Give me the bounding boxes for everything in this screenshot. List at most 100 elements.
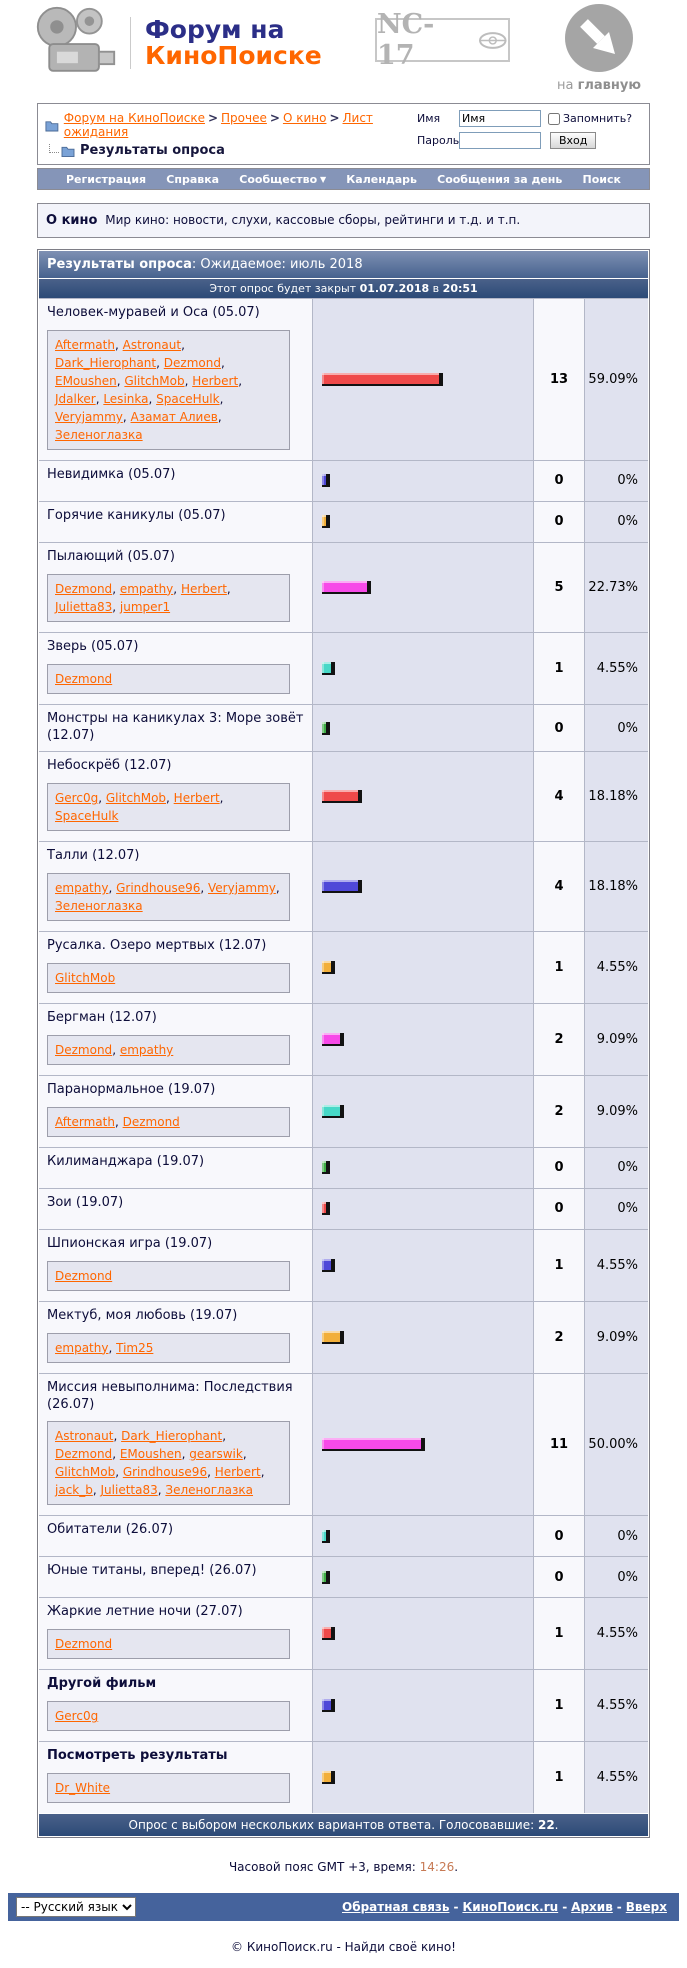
poll-result-bar <box>322 1202 330 1216</box>
voter-link[interactable]: empathy <box>119 581 174 596</box>
voter-link[interactable]: GlitchMob <box>105 791 167 806</box>
voter-link[interactable]: Herbert <box>173 791 220 806</box>
site-title-line1: Форум на <box>145 14 285 44</box>
voter-link[interactable]: gearswik <box>189 1447 243 1462</box>
remember-checkbox[interactable] <box>548 112 560 125</box>
voter-link[interactable]: empathy <box>55 1340 109 1355</box>
voter-link[interactable]: Dezmond <box>55 1268 113 1283</box>
voter-link[interactable]: Herbert <box>192 373 239 388</box>
poll-option-title: Русалка. Озеро мертвых (12.07) <box>47 938 267 954</box>
voter-link[interactable]: SpaceHulk <box>156 391 220 406</box>
remember-label: Запомнить? <box>563 112 633 125</box>
poll-vote-percent: 18.18% <box>585 842 648 932</box>
poll-option-title: Талли (12.07) <box>47 848 140 864</box>
nav-item-сообщения-за-день[interactable]: Сообщения за день <box>437 172 563 186</box>
rating-badge-text: NC-17 <box>377 9 435 71</box>
camera-logo-icon <box>36 6 116 72</box>
voter-link[interactable]: Herbert <box>214 1465 261 1480</box>
voter-link[interactable]: Gerc0g <box>55 791 99 806</box>
breadcrumb-link[interactable]: Прочее <box>221 111 267 125</box>
voter-link[interactable]: Jdalker <box>55 391 96 406</box>
voter-link[interactable]: Dezmond <box>122 1114 180 1129</box>
voter-link[interactable]: Astronaut <box>55 1429 114 1444</box>
poll-result-bar <box>322 1258 335 1272</box>
voter-link[interactable]: EMoushen <box>119 1447 182 1462</box>
voter-link[interactable]: Dezmond <box>55 1637 113 1652</box>
voter-link[interactable]: jack_b <box>55 1483 93 1498</box>
poll-bar-cell <box>313 842 534 932</box>
poll-vote-count: 4 <box>534 842 585 932</box>
site-logo-link[interactable]: Форум на КиноПоиске <box>28 4 322 88</box>
poll-option-title: Килиманджара (19.07) <box>47 1153 205 1169</box>
voter-link[interactable]: Dezmond <box>163 355 221 370</box>
voter-link[interactable]: Dezmond <box>55 581 113 596</box>
voter-link[interactable]: Dark_Hierophant <box>55 355 157 370</box>
poll-voters-box: Dr_White <box>47 1773 290 1804</box>
poll-option-row: Невидимка (05.07) 0 0% <box>39 459 648 501</box>
voter-link[interactable]: Dezmond <box>55 671 113 686</box>
poll-option-cell: Миссия невыполнима: Последствия (26.07) A… <box>39 1373 313 1516</box>
poll-option-cell: Горячие каникулы (05.07) <box>39 501 313 542</box>
voter-link[interactable]: Julietta83 <box>100 1483 158 1498</box>
breadcrumb-link[interactable]: О кино <box>282 111 327 125</box>
voter-link[interactable]: Gerc0g <box>55 1709 99 1724</box>
voter-link[interactable]: jumper1 <box>119 599 171 614</box>
forum-name-link[interactable]: О кино <box>46 213 98 228</box>
voter-link[interactable]: Dezmond <box>55 1447 113 1462</box>
poll-vote-count: 0 <box>534 501 585 542</box>
poll-vote-count: 2 <box>534 1301 585 1373</box>
name-input[interactable] <box>459 110 541 127</box>
voter-link[interactable]: Tim25 <box>116 1340 154 1355</box>
voter-link[interactable]: Dezmond <box>55 1043 113 1058</box>
breadcrumb-link[interactable]: Лист ожидания <box>63 111 373 139</box>
voter-link[interactable]: Dr_White <box>55 1781 111 1796</box>
nav-item-регистрация[interactable]: Регистрация <box>66 172 147 186</box>
nav-item-сообщество[interactable]: Сообщество ▼ <box>239 172 327 186</box>
poll-vote-count: 5 <box>534 542 585 632</box>
voter-link[interactable]: SpaceHulk <box>55 809 119 824</box>
nav-item-поиск[interactable]: Поиск <box>582 172 621 186</box>
voter-link[interactable]: Veryjammy <box>208 881 276 896</box>
voter-link[interactable]: Азамат Алиев <box>130 409 218 424</box>
voter-link[interactable]: Grindhouse96 <box>116 881 201 896</box>
voter-link[interactable]: Lesinka <box>103 391 149 406</box>
voter-link[interactable]: Veryjammy <box>55 409 123 424</box>
voter-link[interactable]: Dark_Hierophant <box>121 1429 223 1444</box>
voter-link[interactable]: Julietta83 <box>55 599 113 614</box>
voter-link[interactable]: Зеленоглазка <box>55 427 143 442</box>
poll-vote-percent: 0% <box>585 1516 648 1557</box>
voter-link[interactable]: Зеленоглазка <box>165 1483 254 1498</box>
login-button[interactable]: Вход <box>550 132 597 149</box>
nav-item-календарь[interactable]: Календарь <box>346 172 417 186</box>
voter-link[interactable]: GlitchMob <box>55 1465 116 1480</box>
poll-option-row: Пылающий (05.07) Dezmond, empathy, Herber… <box>39 541 648 632</box>
voter-link[interactable]: Aftermath <box>55 337 115 352</box>
poll-vote-percent: 9.09% <box>585 1301 648 1373</box>
footer-link-4[interactable]: Вверх <box>625 1900 667 1915</box>
poll-vote-count: 11 <box>534 1373 585 1516</box>
poll-result-bar <box>322 1438 425 1452</box>
home-link-label: на главную <box>556 78 641 93</box>
footer-link-3[interactable]: Архив <box>571 1900 613 1915</box>
password-input[interactable] <box>459 132 541 149</box>
voter-link[interactable]: empathy <box>55 881 109 896</box>
language-select[interactable]: -- Русский язык <box>16 1897 136 1918</box>
voter-link[interactable]: GlitchMob <box>124 373 185 388</box>
voter-link[interactable]: GlitchMob <box>55 971 116 986</box>
voter-link[interactable]: Aftermath <box>55 1114 115 1129</box>
poll-result-bar <box>322 1033 344 1047</box>
voter-link[interactable]: Зеленоглазка <box>55 899 143 914</box>
voter-link[interactable]: Grindhouse96 <box>122 1465 208 1480</box>
voter-link[interactable]: Astronaut <box>122 337 182 352</box>
home-link[interactable]: на главную <box>557 2 641 93</box>
footer-link-2[interactable]: КиноПоиск.ru <box>462 1900 559 1915</box>
page-title: Результаты опроса <box>80 143 225 158</box>
poll-result-bar <box>322 661 335 675</box>
voter-link[interactable]: Herbert <box>180 581 227 596</box>
footer-link-1[interactable]: Обратная связь <box>342 1900 450 1915</box>
voter-link[interactable]: EMoushen <box>55 373 117 388</box>
nav-item-справка[interactable]: Справка <box>166 172 220 186</box>
voter-link[interactable]: empathy <box>119 1043 174 1058</box>
poll-voters-box: Dezmond, empathy <box>47 1035 290 1066</box>
breadcrumb-link[interactable]: Форум на КиноПоиске <box>63 111 205 125</box>
